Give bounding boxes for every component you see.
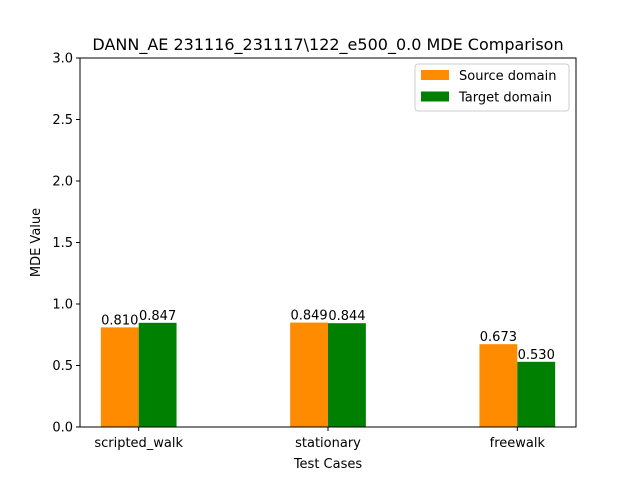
bar-value-label: 0.847 [139, 309, 176, 324]
y-tick-label: 0.5 [52, 359, 73, 374]
y-tick-label: 2.5 [52, 113, 73, 128]
legend-swatch-source [421, 70, 449, 80]
bar-source-stationary [290, 322, 328, 427]
x-tick-label: scripted_walk [94, 436, 183, 451]
bar-value-label: 0.810 [101, 313, 138, 328]
y-tick-label: 1.0 [52, 298, 73, 313]
legend-label-target: Target domain [458, 91, 552, 106]
y-axis: 0.0 0.5 1.0 1.5 2.0 2.5 3.0 [52, 52, 80, 436]
y-tick-label: 3.0 [52, 52, 73, 67]
bars-layer [100, 322, 556, 427]
chart-title: DANN_AE 231116_231117\122_e500_0.0 MDE C… [92, 35, 563, 55]
bar-labels-layer: 0.810 0.849 0.673 0.847 0.844 0.530 [101, 309, 555, 363]
x-axis: scripted_walk stationary freewalk [94, 427, 545, 451]
legend-swatch-target [421, 91, 449, 102]
y-tick-label: 2.0 [52, 175, 73, 190]
legend-label-source: Source domain [459, 69, 556, 84]
bar-source-freewalk [479, 344, 518, 427]
legend-box [414, 63, 570, 112]
bar-value-label: 0.673 [480, 330, 517, 345]
x-tick-label: freewalk [490, 436, 546, 451]
x-tick-label: stationary [295, 436, 361, 451]
y-tick-label: 1.5 [52, 236, 73, 251]
bar-source-scripted_walk [100, 327, 139, 427]
x-axis-label: Test Cases [293, 457, 363, 472]
bar-value-label: 0.530 [518, 348, 555, 363]
bar-target-stationary [328, 323, 366, 427]
bar-target-freewalk [517, 361, 556, 427]
y-tick-label: 0.0 [52, 421, 73, 436]
bar-value-label: 0.844 [328, 309, 365, 324]
bar-value-label: 0.849 [290, 309, 327, 324]
bar-target-scripted_walk [138, 322, 177, 427]
legend: Source domain Target domain [414, 63, 570, 112]
y-axis-label: MDE Value [29, 208, 44, 277]
